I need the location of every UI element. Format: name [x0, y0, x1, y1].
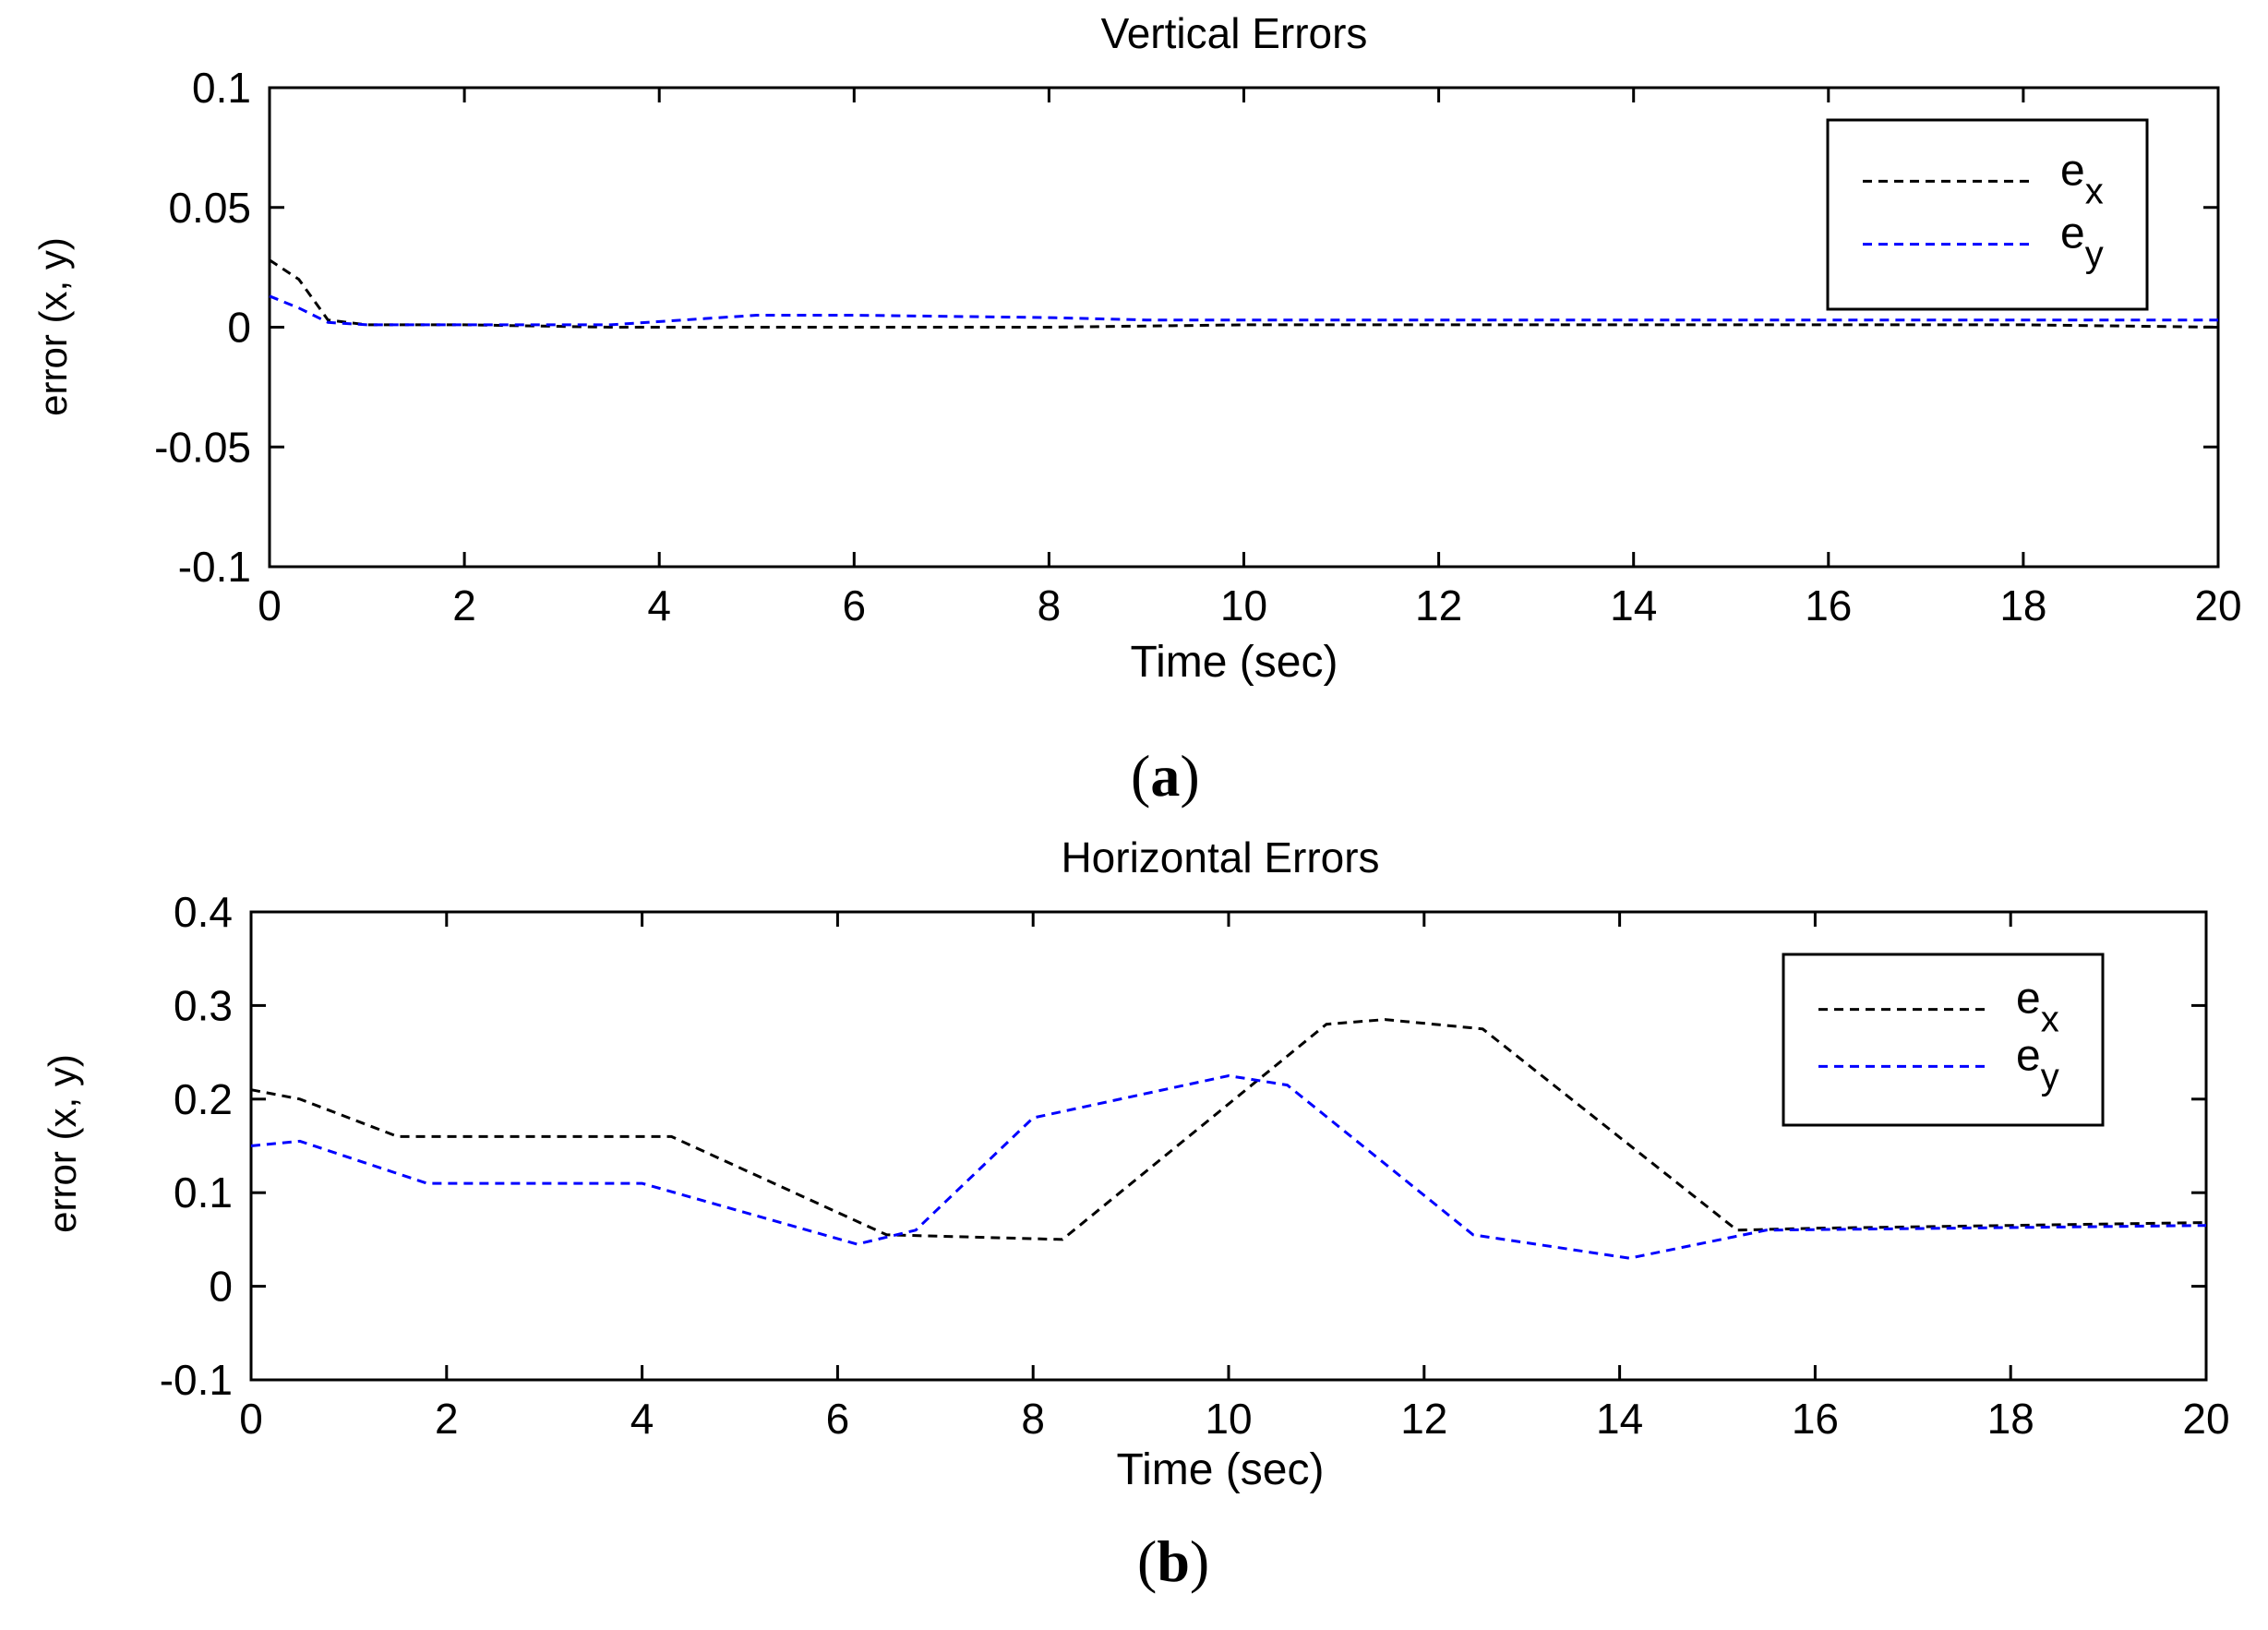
x-tick-label: 2 — [452, 581, 476, 629]
x-tick-label: 14 — [1596, 1395, 1643, 1443]
panel-label-close: ) — [1190, 1528, 1209, 1594]
series-line-ey — [269, 294, 2218, 327]
x-tick-label: 2 — [435, 1395, 459, 1443]
x-tick-label: 20 — [2194, 581, 2241, 629]
chart-vertical-errors: Vertical Errors 0 2 4 6 8 10 12 14 16 18 20 -0.1 -0.0… — [31, 9, 2242, 809]
legend-label-main: e — [2060, 146, 2085, 195]
x-tick-label: 0 — [239, 1395, 263, 1443]
y-tick-label: -0.05 — [154, 423, 251, 471]
x-tick-label: 0 — [258, 581, 282, 629]
legend-label-main: e — [2060, 210, 2085, 258]
panel-label: (a) — [1131, 743, 1200, 809]
x-tick-label: 12 — [1415, 581, 1462, 629]
y-tick-label: 0.2 — [174, 1075, 233, 1123]
series-line-ex — [269, 258, 2219, 329]
x-tick-label: 4 — [630, 1395, 654, 1443]
legend-label-subscript: y — [2085, 234, 2104, 275]
y-tick-label: 0 — [209, 1263, 233, 1311]
legend-label-ex: ex — [2060, 146, 2104, 211]
legend-box — [1782, 953, 2105, 1127]
legend-box — [1826, 118, 2149, 311]
panel-label-open: ( — [1131, 743, 1150, 809]
x-tick-label: 6 — [826, 1395, 850, 1443]
panel-label-letter: b — [1157, 1528, 1190, 1594]
x-tick-label: 18 — [1987, 1395, 2034, 1443]
y-axis-label: error (x, y) — [41, 1054, 84, 1233]
y-tick-label: -0.1 — [178, 543, 251, 591]
x-axis-label: Time (sec) — [1131, 638, 1338, 687]
x-tick-label: 18 — [1999, 581, 2046, 629]
x-tick-label: 8 — [1021, 1395, 1045, 1443]
series-line-ex — [250, 1018, 2207, 1241]
legend-label-main: e — [2016, 1031, 2041, 1080]
y-tick-label: 0.3 — [174, 981, 233, 1029]
legend-label-subscript: x — [2041, 1000, 2059, 1040]
y-tick-label: 0.05 — [168, 184, 251, 232]
x-tick-label: 10 — [1205, 1395, 1252, 1443]
chart-title: Horizontal Errors — [1061, 833, 1379, 881]
legend-label-ey: ey — [2060, 210, 2104, 275]
y-tick-label: 0.4 — [174, 888, 233, 936]
legend-label-ex: ex — [2016, 975, 2059, 1040]
y-tick-label: 0.1 — [174, 1169, 233, 1217]
panel-label-letter: a — [1150, 743, 1180, 809]
x-tick-label: 6 — [843, 581, 867, 629]
legend-label-main: e — [2016, 975, 2041, 1024]
x-tick-label: 16 — [1792, 1395, 1839, 1443]
y-tick-label: 0.1 — [192, 64, 251, 112]
x-tick-label: 4 — [647, 581, 671, 629]
chart-title: Vertical Errors — [1101, 9, 1368, 57]
y-tick-label: -0.1 — [160, 1356, 233, 1404]
x-tick-label: 12 — [1400, 1395, 1447, 1443]
x-axis-label: Time (sec) — [1117, 1445, 1325, 1494]
x-tick-label: 10 — [1220, 581, 1267, 629]
legend-label-subscript: y — [2041, 1056, 2059, 1097]
y-tick-label: 0 — [227, 304, 251, 352]
x-tick-label: 16 — [1805, 581, 1852, 629]
x-tick-label: 14 — [1610, 581, 1657, 629]
panel-label-close: ) — [1180, 743, 1199, 809]
panel-label-open: ( — [1137, 1528, 1157, 1594]
legend-label-ey: ey — [2016, 1031, 2059, 1097]
x-tick-label: 8 — [1038, 581, 1062, 629]
y-axis-label: error (x, y) — [31, 237, 75, 416]
x-tick-label: 20 — [2182, 1395, 2229, 1443]
panel-label: (b) — [1137, 1528, 1209, 1594]
legend-label-subscript: x — [2085, 171, 2104, 211]
